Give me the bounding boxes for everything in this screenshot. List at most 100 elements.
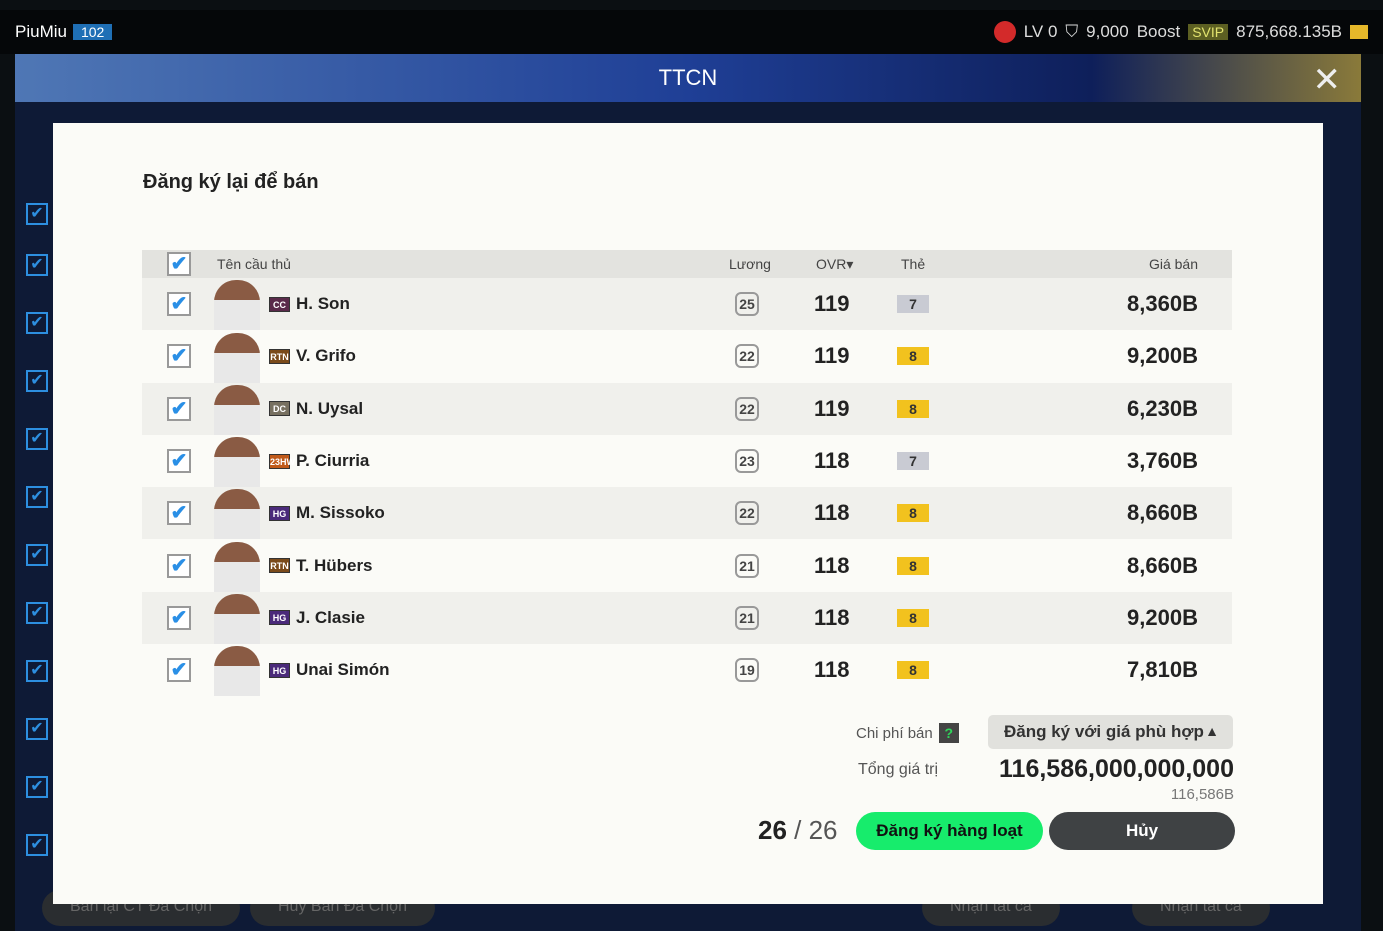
table-row[interactable]: ✔ DC N. Uysal 22 119 8 6,230B [142,382,1232,435]
help-icon[interactable]: ? [938,723,959,743]
bg-checkbox: ✔ [26,602,48,624]
col-name: Tên cầu thủ [217,256,291,272]
balance: 875,668.135B [1236,22,1342,41]
username: PiuMiu [15,22,67,41]
ovr-value: 118 [814,604,850,630]
salary-badge: 25 [735,292,759,317]
bg-checkbox: ✔ [26,428,48,450]
table-row[interactable]: ✔ HG J. Clasie 21 118 8 9,200B [142,591,1232,645]
player-avatar [214,332,260,383]
player-avatar [214,594,260,645]
sell-price: 7,810B [1127,657,1198,683]
col-salary: Lương [729,256,771,272]
sell-price: 8,660B [1127,500,1198,526]
ovr-value: 118 [814,448,850,474]
bg-checkbox: ✔ [26,660,48,682]
player-name: M. Sissoko [296,503,385,523]
selected-count: 26 [758,815,787,845]
cancel-button[interactable]: Hủy [1049,812,1235,850]
season-badge: HG [269,610,290,626]
fee-label-text: Chi phí bán [856,725,933,742]
row-checkbox[interactable]: ✔ [167,449,191,474]
user-level: 102 [72,24,113,40]
bg-checkbox: ✔ [26,486,48,508]
bg-checkbox: ✔ [26,718,48,740]
player-avatar [214,384,260,435]
table-row[interactable]: ✔ 23HW P. Ciurria 23 118 7 3,760B [142,435,1232,488]
salary-badge: 21 [735,605,759,630]
table-row[interactable]: ✔ HG Unai Simón 19 118 8 7,810B [142,644,1232,697]
row-checkbox[interactable]: ✔ [167,658,191,683]
salary-badge: 22 [735,396,759,421]
player-name: T. Hübers [296,555,373,575]
player-name: P. Ciurria [296,451,370,471]
row-checkbox[interactable]: ✔ [167,344,191,369]
dropdown-value: Đăng ký với giá phù hợp [1004,722,1204,741]
col-price: Giá bán [1148,256,1198,272]
shield-icon: ⛉ [1065,22,1079,41]
sad-face-icon [993,21,1016,43]
row-checkbox[interactable]: ✔ [167,396,191,421]
table-row[interactable]: ✔ CC H. Son 25 119 7 8,360B [142,278,1232,331]
grade-badge: 8 [897,504,929,523]
player-avatar [214,280,260,331]
season-badge: HG [269,662,290,678]
ovr-value: 118 [814,500,850,526]
table-row[interactable]: ✔ HG M. Sissoko 22 118 8 8,660B [142,487,1232,540]
grade-badge: 8 [897,399,929,418]
bulk-register-button[interactable]: Đăng ký hàng loạt [856,812,1043,850]
salary-badge: 22 [735,501,759,526]
row-checkbox[interactable]: ✔ [167,292,191,317]
triangle-up-icon: ▲ [1205,723,1219,739]
selection-count: 26 / 26 [758,815,838,845]
ovr-value: 119 [814,343,850,369]
resell-modal: Đăng ký lại để bán ✔ Tên cầu thủ Lương O… [53,123,1323,904]
row-checkbox[interactable]: ✔ [167,553,191,578]
player-avatar [214,489,260,540]
grade-badge: 8 [897,608,929,627]
table-row[interactable]: ✔ RTN V. Grifo 22 119 8 9,200B [142,330,1232,383]
player-avatar [214,437,260,488]
bg-checkbox: ✔ [26,776,48,798]
price-mode-dropdown[interactable]: Đăng ký với giá phù hợp ▲ [988,715,1233,749]
ovr-value: 119 [814,291,850,317]
points: 9,000 [1086,22,1129,41]
season-badge: 23HW [269,453,295,469]
sell-price: 8,360B [1127,291,1198,317]
table-row[interactable]: ✔ RTN T. Hübers 21 118 8 8,660B [142,539,1232,592]
player-table: ✔ Tên cầu thủ Lương OVR▾ Thẻ Giá bán ✔ C… [142,250,1232,697]
close-icon[interactable]: ✕ [1312,61,1342,99]
player-name: H. Son [296,294,350,314]
grade-badge: 8 [897,556,929,575]
col-ovr[interactable]: OVR▾ [816,255,854,272]
top-bar: PiuMiu 102 LV 0 ⛉ 9,000 Boost SVIP 875,6… [0,10,1383,54]
lv-text: LV 0 [1023,22,1058,41]
bg-checkbox: ✔ [26,370,48,392]
player-name: Unai Simón [296,660,390,680]
season-badge: CC [269,296,290,312]
page-header: TTCN ✕ [15,54,1361,102]
player-avatar [214,646,260,697]
salary-badge: 19 [735,658,759,683]
modal-title: Đăng ký lại để bán [143,171,319,193]
select-all-checkbox[interactable]: ✔ [167,252,191,276]
row-checkbox[interactable]: ✔ [167,605,191,630]
bg-checkbox: ✔ [26,544,48,566]
total-short: 116,586B [1170,786,1234,803]
total-value: 116,586,000,000,000 [999,755,1234,783]
player-name: V. Grifo [296,346,356,366]
sell-price: 9,200B [1127,343,1198,369]
player-name: N. Uysal [296,398,364,418]
coin-icon [1350,25,1368,39]
salary-badge: 21 [735,553,759,578]
sell-price: 9,200B [1127,604,1198,630]
season-badge: RTN [269,558,290,574]
sell-price: 8,660B [1127,552,1198,578]
bg-checkbox: ✔ [26,834,48,856]
row-checkbox[interactable]: ✔ [167,501,191,526]
ovr-value: 118 [814,552,850,578]
grade-badge: 8 [897,661,929,680]
total-count: 26 [808,815,838,845]
player-avatar [214,541,260,592]
grade-badge: 7 [897,295,929,314]
